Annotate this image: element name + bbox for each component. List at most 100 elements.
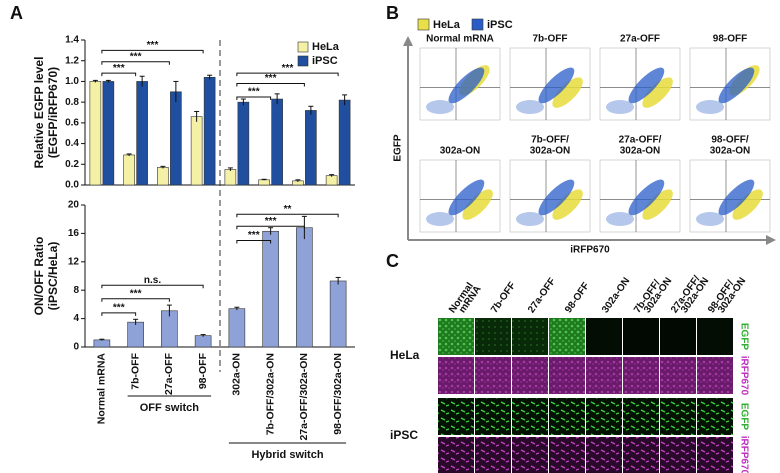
plot-title: 7b-OFF xyxy=(533,34,568,45)
bar xyxy=(338,99,351,186)
x-tick-label: 7b-OFF xyxy=(129,352,141,389)
y-tick-label: 16 xyxy=(68,228,80,239)
panel-letter: C xyxy=(386,251,399,271)
significance-label: *** xyxy=(113,63,125,74)
plot-title: 98-OFF xyxy=(713,34,747,45)
bar xyxy=(262,230,279,348)
significance-label: *** xyxy=(130,51,142,62)
micrograph xyxy=(623,318,659,355)
bar xyxy=(305,110,317,186)
significance-label: ** xyxy=(284,204,292,215)
micrograph xyxy=(512,357,548,394)
channel-label: iRFP670 xyxy=(738,356,749,396)
x-tick-label: 98-OFF/302a-ON xyxy=(332,353,344,435)
micrograph xyxy=(697,437,733,473)
cloud xyxy=(516,212,544,227)
micrograph xyxy=(697,398,733,435)
bar xyxy=(271,98,283,186)
x-axis-label: iRFP670 xyxy=(570,245,610,256)
y-axis-label: (iPSC/HeLa) xyxy=(46,242,60,311)
y-axis-label: Relative EGFP level xyxy=(32,57,46,169)
arrow-head xyxy=(403,36,413,46)
y-tick-label: 4 xyxy=(73,313,79,324)
micrograph xyxy=(623,357,659,394)
bar xyxy=(102,81,115,186)
cloud xyxy=(718,179,755,216)
y-tick-label: 0.0 xyxy=(65,180,79,191)
cloud xyxy=(462,189,493,220)
x-tick-label: 98-OFF xyxy=(197,352,209,389)
micrograph xyxy=(438,357,474,394)
micrograph xyxy=(660,398,696,435)
cloud xyxy=(718,67,755,104)
x-tick-label: 302a-ON xyxy=(231,353,243,396)
panel-letter: A xyxy=(10,3,23,23)
micrograph xyxy=(549,357,585,394)
cloud xyxy=(732,189,763,220)
arrow-head xyxy=(766,235,776,245)
y-tick-label: 1.4 xyxy=(65,35,79,46)
plot-title: 302a-ON xyxy=(530,146,571,157)
cloud xyxy=(426,100,454,115)
bar xyxy=(190,116,203,186)
micrograph xyxy=(438,437,474,473)
column-label: 302a-ON xyxy=(600,276,632,316)
micrograph xyxy=(512,437,548,473)
micrograph xyxy=(697,318,733,355)
micrograph xyxy=(623,437,659,473)
cloud xyxy=(538,179,575,216)
y-axis-label: EGFP xyxy=(393,134,404,162)
significance-bracket xyxy=(101,312,137,316)
panel-letter: B xyxy=(386,3,399,23)
micrograph xyxy=(475,357,511,394)
significance-bracket xyxy=(101,284,204,289)
bar xyxy=(329,280,347,348)
cloud xyxy=(628,67,665,104)
plot-title: 27a-OFF/ xyxy=(619,135,662,146)
x-tick-label: 27a-OFF xyxy=(163,352,175,395)
micrograph xyxy=(475,318,511,355)
channel-label: EGFP xyxy=(738,403,749,431)
micrograph xyxy=(660,357,696,394)
significance-label: *** xyxy=(248,230,260,241)
significance-bracket xyxy=(101,49,204,54)
micrograph xyxy=(512,318,548,355)
cloud xyxy=(552,189,583,220)
cloud xyxy=(538,67,575,104)
significance-label: *** xyxy=(248,87,260,98)
y-axis-label: (EGFP/iRFP670) xyxy=(46,67,60,158)
significance-bracket xyxy=(236,240,272,244)
y-tick-label: 0.6 xyxy=(65,117,79,128)
micrograph xyxy=(549,398,585,435)
plot-title: Normal mRNA xyxy=(426,34,494,45)
plot-title: 302a-ON xyxy=(620,146,661,157)
y-tick-label: 0 xyxy=(73,342,79,353)
bar xyxy=(296,227,313,348)
legend-swatch xyxy=(417,18,430,31)
y-tick-label: 0.2 xyxy=(65,159,79,170)
legend-label: iPSC xyxy=(487,19,513,31)
legend-swatch xyxy=(297,41,309,53)
x-tick-label: Normal mRNA xyxy=(96,353,108,425)
micrograph xyxy=(586,437,622,473)
micrograph xyxy=(586,398,622,435)
micrograph xyxy=(549,318,585,355)
channel-label: iRFP670 xyxy=(738,436,749,473)
y-tick-label: 0.4 xyxy=(65,138,79,149)
significance-bracket xyxy=(236,96,272,100)
micrograph xyxy=(438,318,474,355)
micrograph xyxy=(475,398,511,435)
significance-bracket xyxy=(236,213,339,218)
cloud xyxy=(642,189,673,220)
cloud xyxy=(516,100,544,115)
cloud xyxy=(448,179,485,216)
micrograph xyxy=(660,318,696,355)
group-label: Hybrid switch xyxy=(251,449,323,461)
cloud xyxy=(696,212,724,227)
significance-label: *** xyxy=(265,73,277,84)
plot-title: 302a-ON xyxy=(710,146,751,157)
plot-title: 302a-ON xyxy=(440,146,481,157)
significance-bracket xyxy=(101,298,170,302)
micrograph xyxy=(586,357,622,394)
